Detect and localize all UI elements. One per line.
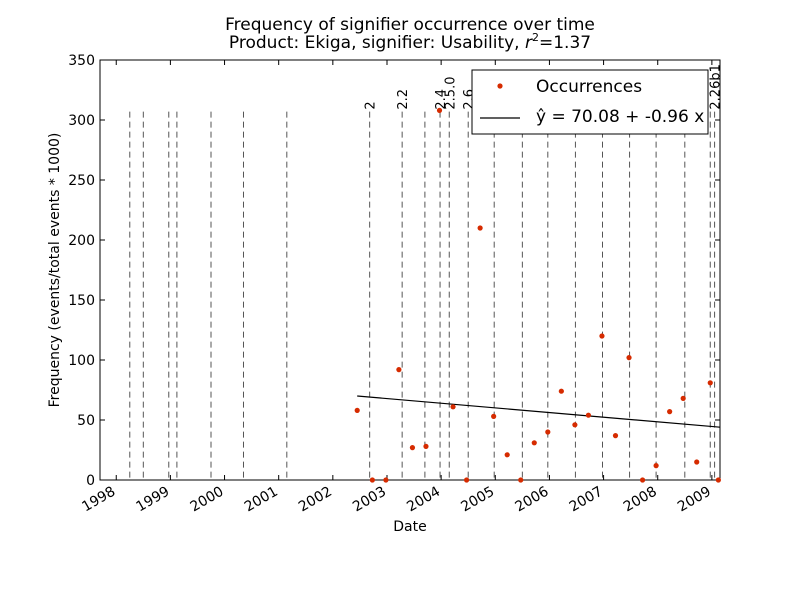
chart-title: Frequency of signifier occurrence over t… <box>225 15 595 35</box>
data-points-group <box>354 107 721 483</box>
y-tick-label: 0 <box>86 473 95 489</box>
release-lines-group: 2 2.2 2.42.5.0 2.6 2.26b1 <box>129 64 724 480</box>
y-axis-label: Frequency (events/total events * 1000) <box>47 133 63 408</box>
x-tick-label: 2008 <box>621 484 660 516</box>
y-tick-label: 150 <box>68 293 95 309</box>
data-point <box>436 107 443 113</box>
subtitle-r-exponent: 2 <box>532 31 539 44</box>
x-tick-label: 2000 <box>188 484 227 516</box>
fit-line-group <box>357 395 721 428</box>
data-point <box>409 445 416 451</box>
release-line-label: 2.5.0 <box>443 77 458 110</box>
subtitle-prefix: Product: Ekiga, signifier: Usability, <box>229 33 525 53</box>
data-point <box>463 477 470 483</box>
subtitle-r2-value: =1.37 <box>539 33 591 53</box>
data-point <box>423 443 429 449</box>
y-tick-label: 200 <box>68 233 95 249</box>
legend-occurrences-label: Occurrences <box>536 77 642 97</box>
y-tick-label: 350 <box>68 53 95 69</box>
data-point <box>558 388 564 394</box>
x-axis-label: Date <box>393 519 426 535</box>
data-point <box>518 477 524 483</box>
data-point <box>572 422 578 428</box>
legend-fit-line-label: ŷ = 70.08 + -0.96 x <box>536 107 704 127</box>
x-tick-label: 2001 <box>242 484 281 516</box>
data-point <box>707 380 713 386</box>
data-point <box>354 407 360 413</box>
data-point <box>585 412 592 418</box>
data-point <box>612 433 619 439</box>
x-tick-label: 2006 <box>513 484 552 516</box>
data-point <box>545 429 551 435</box>
data-point <box>396 367 402 373</box>
release-line-label: 2.26b1 <box>709 64 724 109</box>
fit-line <box>357 395 721 428</box>
data-point <box>667 409 673 415</box>
chart-subtitle: Product: Ekiga, signifier: Usability, r2… <box>229 31 591 53</box>
data-point <box>639 477 646 483</box>
data-point <box>450 404 456 410</box>
data-point <box>491 413 497 419</box>
x-tick-label: 2002 <box>296 484 335 516</box>
y-tick-label: 300 <box>68 113 95 129</box>
legend-occurrences-marker <box>497 83 503 89</box>
release-line-label: 2.4 <box>434 89 449 110</box>
y-tick-label: 250 <box>68 173 95 189</box>
release-line-label: 2.2 <box>396 89 411 110</box>
legend: Occurrences ŷ = 70.08 + -0.96 x <box>471 69 709 135</box>
release-line-label: 2 <box>364 101 379 109</box>
data-point <box>680 395 686 401</box>
data-point <box>531 440 537 446</box>
subtitle-r-symbol: r <box>525 33 533 53</box>
data-point <box>599 333 605 339</box>
legend-box <box>471 69 709 135</box>
data-point <box>653 463 659 469</box>
data-point <box>715 477 721 483</box>
x-tick-label: 2007 <box>567 484 606 516</box>
plot-area-frame <box>99 59 721 481</box>
data-point <box>477 225 483 231</box>
chart-title-group: Frequency of signifier occurrence over t… <box>225 15 595 53</box>
data-point <box>369 477 375 483</box>
data-point <box>383 477 389 483</box>
x-tick-label: 2005 <box>458 484 497 516</box>
y-tick-label: 50 <box>77 413 95 429</box>
data-point <box>626 355 632 361</box>
x-tick-label: 1999 <box>134 484 173 516</box>
x-tick-label: 2004 <box>404 484 443 516</box>
x-tick-label: 2003 <box>350 484 389 516</box>
data-point <box>504 452 510 458</box>
data-point <box>694 459 700 465</box>
x-tick-label: 2009 <box>675 484 714 516</box>
y-tick-label: 100 <box>68 353 95 369</box>
y-axis: 0 50 100 150 200 250 300 350 <box>68 53 720 489</box>
